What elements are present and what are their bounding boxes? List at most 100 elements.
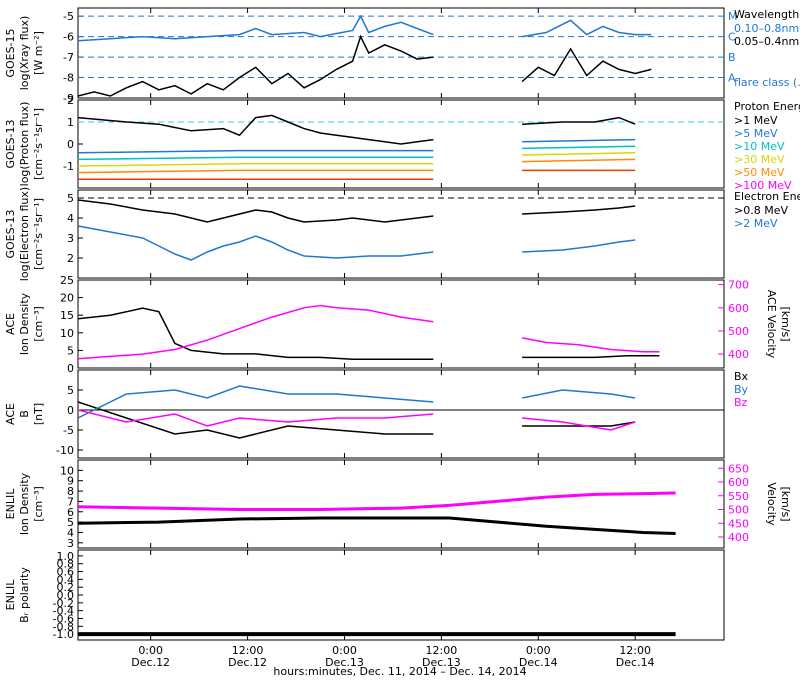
right-axis-label: Velocity [765,482,778,526]
x-tick-time: 12:00 [426,644,458,657]
y-tick-label: 25 [60,274,74,287]
series-line-Bz [78,409,434,427]
flare-class-label: A [728,72,736,85]
panel-ylabel: B [18,410,31,418]
x-tick-time: 0:00 [526,644,551,657]
y-tick-label: 9 [67,475,74,488]
y-tick-label: 2 [67,252,74,265]
panel-frame [77,369,725,459]
right-tick-label: 700 [728,279,749,292]
y-tick-label: 0.6 [57,566,75,579]
y-tick-label: -8 [63,72,74,85]
series-group [78,14,652,97]
series-group [78,114,636,180]
legend-entry: By [734,383,749,396]
series-line->30 MeV [78,163,434,167]
time-axis-label: hours:minutes, Dec. 11, 2014 – Dec. 14, … [273,665,526,678]
y-tick-label: 0 [67,138,74,151]
right-axis-label: ACE Velocity [765,290,778,359]
panel-xray: -5 -6 -7 -8 -9 GOES-15 log(Xray flux) [W m⁻²] MC… [4,7,800,105]
panel-ylabel: log(Proton flux) [18,102,31,187]
y-tick-label: -0.8 [53,620,74,633]
y-tick-label: 4 [67,212,74,225]
panel-source: ACE [4,403,17,425]
legend-note: flare class (.1–.8nm) [734,76,800,89]
panel-ylabel: Ion Density [18,292,31,355]
legend-entry: Bz [734,396,748,409]
legend-title: Electron Energies [734,190,800,203]
panel-proton: 2 1 0 -1 GOES-13 log(Proton flux) [cm⁻²s⁻¹sr⁻¹… [4,94,800,192]
series-line->2 MeV [78,225,434,261]
y-tick-label: -7 [63,51,74,64]
y-tick-label: 5 [67,344,74,357]
right-tick-label: 500 [728,504,749,517]
series-group [78,199,636,261]
right-tick-label: 600 [728,476,749,489]
series-line-0.05–0.4nm [521,47,652,83]
right-tick-label: 600 [728,302,749,315]
series-group [78,385,636,439]
right-axis-unit: [km/s] [779,306,792,341]
series-line-Velocity [521,337,660,353]
series-line->1 MeV [522,116,636,125]
series-line-Velocity [78,491,676,511]
y-tick-label: 5 [67,516,74,529]
y-tick-label: -9 [63,92,74,105]
y-tick-label: 4 [67,526,74,539]
panel-unit: [cm⁻²s⁻¹sr⁻¹] [32,198,45,270]
y-tick-label: 0.0 [57,589,75,602]
panel-unit: [W m⁻²] [32,31,45,75]
series-line->30 MeV [522,152,636,156]
series-line-Velocity [78,304,434,360]
y-tick-label: 8 [67,485,74,498]
series-line-Ion Density [522,354,660,359]
legend-entry: >50 MeV [734,166,785,179]
y-tick-label: 3 [67,537,74,550]
series-line-Ion Density [78,307,434,360]
panel-electron: 5 4 3 2 GOES-13 log(Electron flux) [cm⁻²s⁻¹sr⁻… [4,187,800,281]
flare-class-label: M [728,10,738,23]
series-line->5 MeV [522,138,636,143]
y-tick-label: 0.8 [57,558,75,571]
panel-frame [77,279,725,369]
legend-entry: >0.8 MeV [734,204,788,217]
y-tick-label: 0 [67,404,74,417]
y-tick-label: -5 [63,10,74,23]
legend-entry: Bx [734,370,749,383]
legend-entry: >2 MeV [734,217,778,230]
series-line->50 MeV [522,158,636,163]
right-tick-label: 400 [728,531,749,544]
legend-entry: >100 MeV [734,179,792,192]
panel-ylabel: log(Xray flux) [18,16,31,91]
series-line-Bx [78,401,434,439]
y-tick-label: 2 [67,94,74,107]
panel-source: ACE [4,313,17,335]
legend-entry: >1 MeV [734,114,778,127]
x-tick-date: Dec.14 [616,656,655,669]
series-line-By [78,385,434,419]
series-line->0.8 MeV [78,199,434,223]
y-tick-label: 7 [67,495,74,508]
x-tick-date: Dec.13 [325,656,364,669]
y-tick-label: 5 [67,192,74,205]
right-tick-label: 650 [728,462,749,475]
y-tick-label: 0.4 [57,573,75,586]
panel-unit: [cm⁻³] [32,486,45,522]
panel-frame [77,459,725,549]
series-line-0.05–0.4nm [78,34,434,97]
series-line-0.10–0.8nm [521,19,652,38]
series-line-0.10–0.8nm [78,14,434,42]
x-tick-time: 12:00 [232,644,264,657]
y-tick-label: -5 [63,424,74,437]
panel-enlil-polarity: 1.00.80.60.40.20.0-0.2-0.4-0.6-0.8-1.0 EN… [4,549,725,641]
series-line->5 MeV [78,149,434,154]
series-line->10 MeV [78,156,434,161]
flare-class-label: C [728,31,736,44]
series-group [78,491,676,535]
y-tick-label: 10 [60,464,74,477]
right-tick-label: 450 [728,517,749,530]
x-tick-date: Dec.13 [422,656,461,669]
y-tick-label: -0.2 [53,597,74,610]
